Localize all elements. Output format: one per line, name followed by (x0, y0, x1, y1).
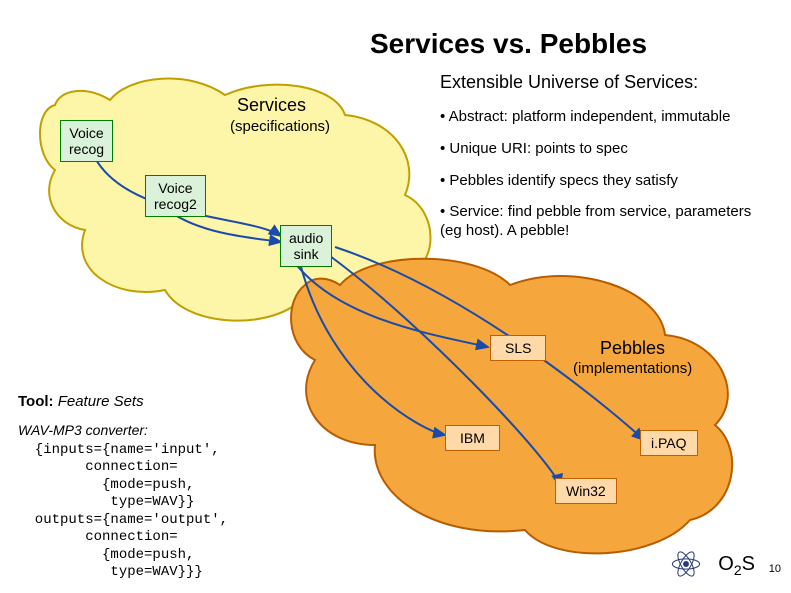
page-number: 10 (769, 563, 781, 575)
arrow-as-sls (295, 263, 488, 347)
node-ibm: IBM (445, 425, 500, 451)
services-subheading: (specifications) (230, 118, 330, 135)
node-sls: SLS (490, 335, 546, 361)
bullet-2: • Unique URI: points to spec (440, 140, 770, 159)
logo-post: S (742, 553, 755, 575)
slide-subtitle: Extensible Universe of Services: (440, 72, 698, 93)
tool-heading-bold: Tool: (18, 393, 54, 410)
arrow-as-win (330, 256, 560, 486)
pebbles-heading: Pebbles (600, 338, 665, 359)
slide-title: Services vs. Pebbles (370, 28, 647, 60)
tool-heading: Tool: Feature Sets (18, 393, 144, 410)
services-heading: Services (237, 95, 306, 116)
arrow-as-ibm (300, 263, 445, 435)
tool-heading-ital: Feature Sets (54, 393, 144, 410)
node-ipaq: i.PAQ (640, 430, 698, 456)
tool-line1: WAV-MP3 converter: (18, 422, 148, 438)
bullet-3: • Pebbles identify specs they satisfy (440, 172, 770, 191)
services-blob (40, 79, 431, 321)
logo-pre: O (718, 553, 734, 575)
node-voice-recog2: Voicerecog2 (145, 175, 206, 217)
tool-code: {inputs={name='input', connection= {mode… (18, 442, 228, 581)
pebbles-subheading: (implementations) (573, 360, 692, 377)
logo-sub: 2 (734, 562, 742, 578)
bullet-list: • Abstract: platform independent, immuta… (440, 108, 770, 254)
node-voice-recog: Voicerecog (60, 120, 113, 162)
bullet-4: • Service: find pebble from service, par… (440, 203, 770, 241)
node-win32: Win32 (555, 478, 617, 504)
pebbles-blob (291, 259, 732, 554)
bullet-1: • Abstract: platform independent, immuta… (440, 108, 770, 127)
o2s-logo: O2S (718, 553, 755, 578)
atom-icon (669, 547, 703, 581)
tool-body: WAV-MP3 converter: {inputs={name='input'… (18, 422, 228, 582)
arrow-vr2-as (172, 213, 281, 242)
node-audio-sink: audiosink (280, 225, 332, 267)
